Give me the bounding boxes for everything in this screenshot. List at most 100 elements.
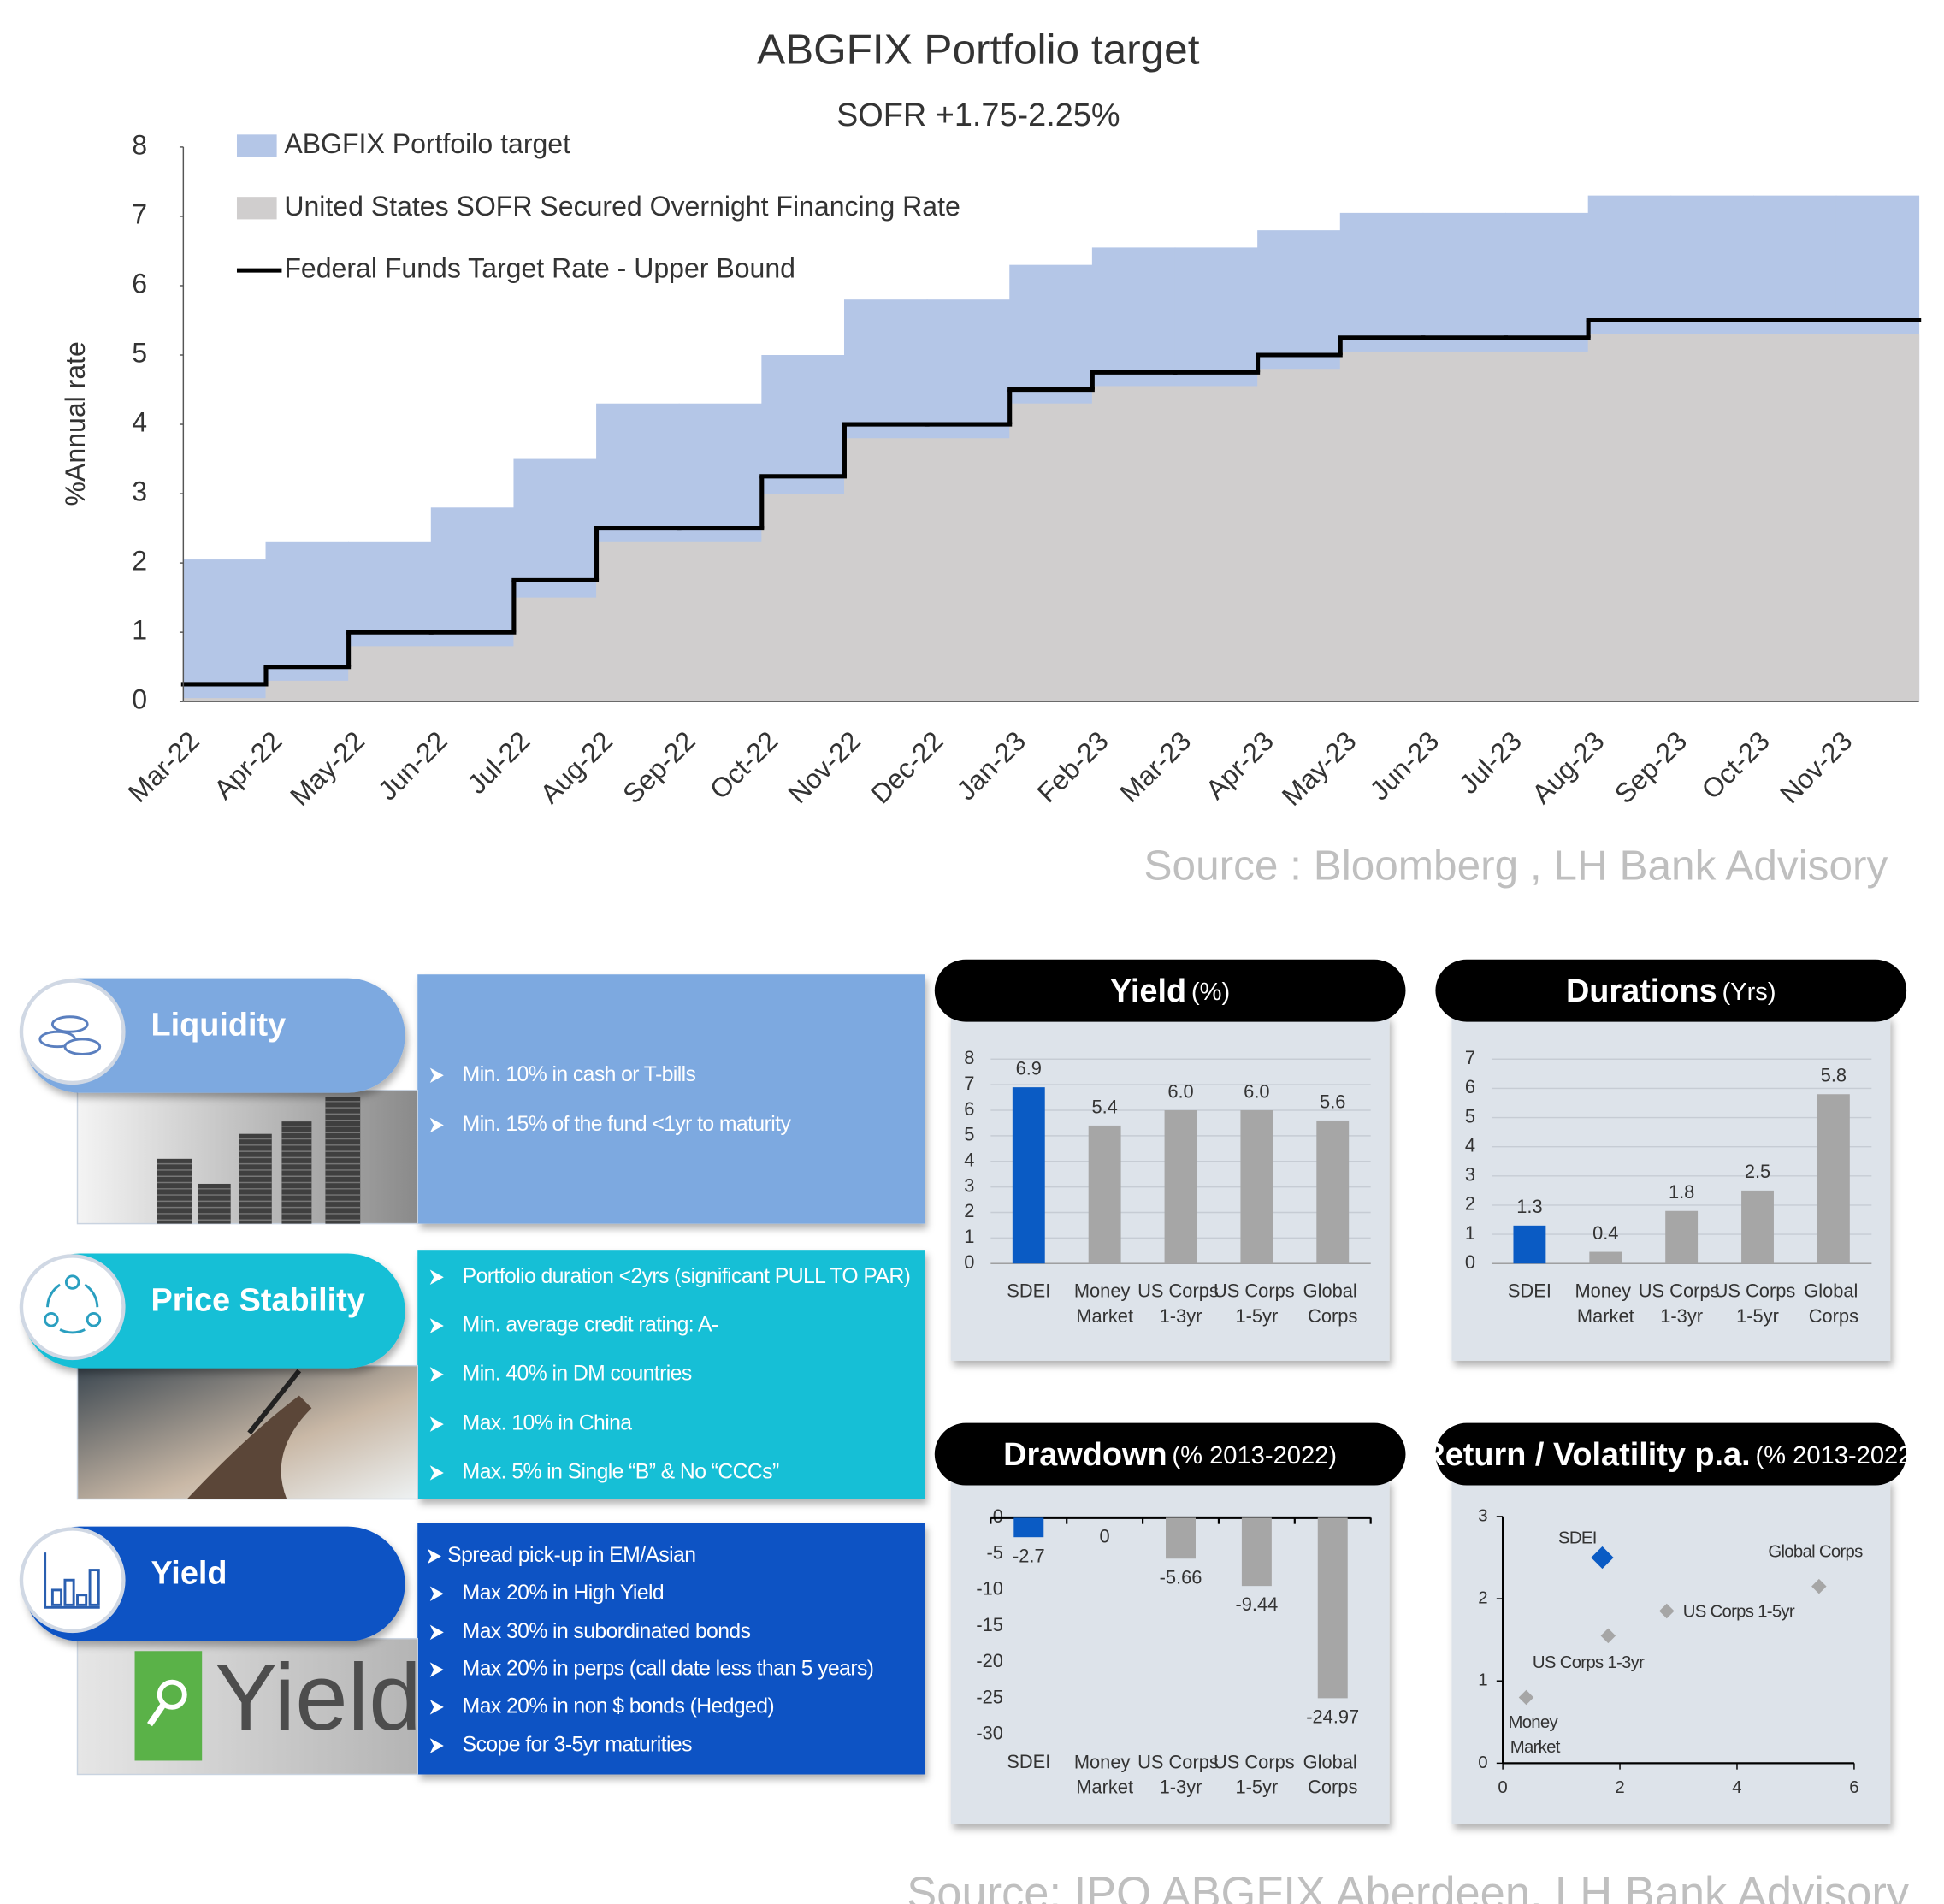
y-tick-label: 0 <box>1465 1251 1475 1273</box>
y-tick-label: 4 <box>964 1150 974 1171</box>
x-tick-label: Money Market <box>1575 1280 1636 1326</box>
bar <box>1817 1094 1850 1264</box>
x-tick-label: Aug-23 <box>1526 725 1610 809</box>
card-title: Yield (%) <box>1110 973 1230 1009</box>
area-step <box>1091 386 1176 702</box>
x-tick-label: Nov-22 <box>782 725 866 809</box>
x-tick-label: Nov-23 <box>1774 725 1858 809</box>
panel-box <box>417 1523 925 1775</box>
bullet-text: Min. 40% in DM countries <box>463 1362 692 1385</box>
x-tick-label: US Corps 1-3yr <box>1639 1280 1725 1326</box>
card-title-unit: (%) <box>1191 979 1230 1006</box>
y-tick-label: 3 <box>1478 1506 1487 1525</box>
data-label: 6.9 <box>1016 1058 1042 1079</box>
y-tick-label: 0 <box>1478 1753 1487 1772</box>
card-title: Return / Volatility p.a. (% 2013-2022) <box>1421 1437 1920 1473</box>
point-label: US Corps 1-5yr <box>1683 1602 1795 1621</box>
scatter-point <box>1600 1628 1616 1644</box>
point-label: Global Corps <box>1768 1543 1863 1562</box>
bullet-arrow <box>429 1416 444 1432</box>
y-tick-label: 7 <box>1465 1047 1475 1068</box>
card-title-unit: (Yrs) <box>1722 979 1776 1006</box>
bullet-text: Spread pick-up in EM/Asian <box>447 1544 695 1567</box>
bullet-text: Max 20% in perps (call date less than 5 … <box>463 1658 874 1681</box>
x-tick-label: May-23 <box>1276 725 1362 812</box>
data-label: -24.97 <box>1306 1706 1359 1727</box>
panel-title: Yield <box>151 1555 227 1591</box>
x-tick-label: US Corps 1-5yr <box>1715 1280 1801 1326</box>
x-tick-label: Mar-23 <box>1114 725 1197 808</box>
legend-label: ABGFIX Portfoilo target <box>284 128 570 159</box>
point-label: Money Market <box>1508 1713 1561 1757</box>
x-tick-label: US Corps 1-3yr <box>1137 1280 1224 1326</box>
y-tick-label: 3 <box>1465 1164 1475 1186</box>
bar <box>1589 1251 1622 1264</box>
bar <box>1013 1517 1044 1538</box>
y-tick-label: 3 <box>132 476 147 507</box>
x-tick-label: US Corps 1-3yr <box>1137 1751 1224 1797</box>
magnifier-handle <box>147 1702 167 1727</box>
coin-stack <box>239 1133 272 1224</box>
scatter-point <box>1659 1603 1675 1619</box>
icon-cycle <box>84 1283 99 1308</box>
bar <box>1241 1517 1272 1587</box>
y-tick-label: 0 <box>132 684 147 715</box>
legend-swatch <box>236 197 277 220</box>
x-tick-label: Mar-22 <box>122 725 205 808</box>
y-tick-label: 0 <box>993 1505 1003 1527</box>
scatter-point <box>1811 1578 1827 1594</box>
x-tick-label: Dec-22 <box>865 725 948 809</box>
card-title: Drawdown (% 2013-2022) <box>1003 1437 1337 1473</box>
card-title-main: Durations <box>1566 973 1717 1009</box>
image-text: Yield <box>215 1645 422 1750</box>
card-chart: Return / Volatility p.a. (% 2013-2022) 0 1 2… <box>1421 1422 1920 1824</box>
card-title-main: Drawdown <box>1003 1437 1167 1473</box>
scatter-point <box>1518 1689 1534 1706</box>
bullet-arrow <box>429 1465 444 1481</box>
data-label: 2.5 <box>1745 1161 1770 1182</box>
legend-label: Federal Funds Target Rate - Upper Bound <box>284 253 795 284</box>
x-tick-label: Jun-23 <box>1364 725 1445 807</box>
bullet-text: Max 20% in High Yield <box>463 1582 664 1605</box>
icon-coin <box>63 1038 102 1055</box>
x-tick-label: Global Corps <box>1303 1280 1362 1326</box>
bullet-text: Portfolio duration <2yrs (significant PU… <box>463 1265 911 1288</box>
data-label: -2.7 <box>1013 1545 1045 1566</box>
x-tick-label: Money Market <box>1074 1280 1136 1326</box>
y-tick-label: 5 <box>1465 1105 1475 1126</box>
card-chart: Durations (Yrs) 0 1 2 3 4 5 6 7 1.3 SDEI 0.4 Money Ma… <box>1435 959 1907 1361</box>
data-label: 1.3 <box>1516 1196 1542 1217</box>
area-step <box>761 494 845 702</box>
bullet-text: Min. 10% in cash or T-bills <box>463 1063 696 1086</box>
card-header <box>1435 959 1907 1022</box>
y-tick-label: 5 <box>132 337 147 368</box>
card-title: Durations (Yrs) <box>1566 973 1776 1009</box>
x-tick-label: SDEI <box>1508 1280 1551 1301</box>
data-label: 5.8 <box>1821 1065 1847 1086</box>
y-tick-label: 5 <box>964 1124 974 1145</box>
bar <box>1317 1517 1348 1699</box>
icon-bar <box>50 1588 63 1606</box>
pen <box>247 1369 302 1435</box>
area-step <box>1422 351 1506 702</box>
source: Source : Bloomberg , LH Bank Advisory <box>1144 842 1888 889</box>
icon-dot <box>44 1312 59 1327</box>
coin-stack <box>198 1183 231 1224</box>
y-tick-label: 2 <box>132 546 147 577</box>
y-tick-label: 7 <box>132 198 147 229</box>
bar <box>1240 1110 1273 1264</box>
card-title-main: Return / Volatility p.a. <box>1421 1437 1750 1473</box>
bar <box>1665 1210 1699 1264</box>
y-tick-label: 4 <box>132 407 147 438</box>
y-tick-label: 0 <box>964 1251 974 1273</box>
area-step <box>1009 403 1093 702</box>
x-tick-label: US Corps 1-5yr <box>1214 1280 1300 1326</box>
y-tick-label: 2 <box>964 1200 974 1221</box>
area-step <box>1339 351 1424 702</box>
panel-box <box>417 1250 925 1499</box>
y-tick-label: 2 <box>1465 1193 1475 1215</box>
bullet-arrow <box>429 1586 444 1601</box>
card <box>1451 1015 1891 1361</box>
x-tick-label: Apr-22 <box>208 725 287 805</box>
bullet-text: Max 30% in subordinated bonds <box>463 1620 751 1643</box>
